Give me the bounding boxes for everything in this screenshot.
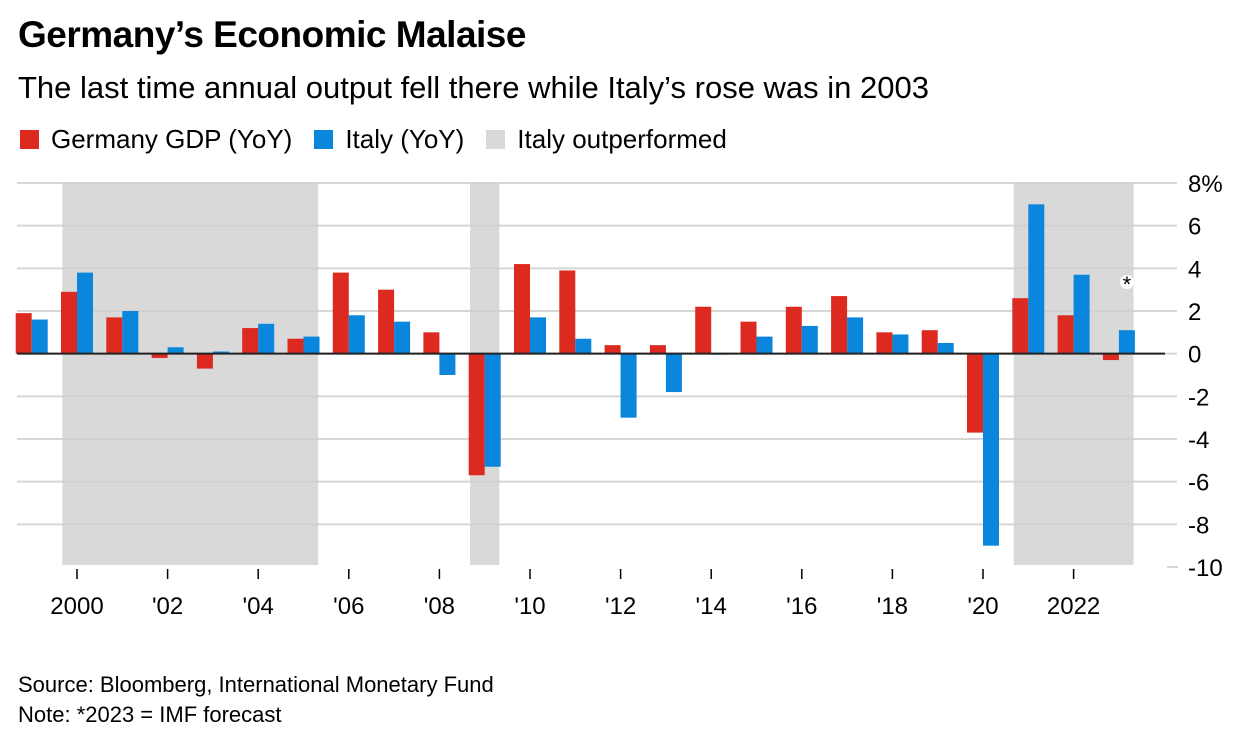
bar-italy: [258, 323, 275, 354]
legend-label-italy: Italy (YoY): [345, 124, 465, 154]
x-tick-label: '08: [424, 593, 455, 620]
bar-germany: [468, 353, 485, 476]
x-tick-label: '04: [243, 593, 274, 620]
x-tick-label: '02: [152, 593, 183, 620]
bar-italy: [212, 351, 229, 354]
bar-germany: [876, 332, 893, 354]
y-tick-label: -4: [1188, 427, 1209, 454]
x-tick-label: '12: [605, 593, 636, 620]
bar-germany: [921, 330, 938, 354]
bar-italy: [530, 317, 546, 354]
legend-swatch-outperformed: [486, 130, 506, 149]
bar-germany: [61, 291, 77, 354]
bar-italy: [167, 347, 184, 354]
y-axis: 8% 6 4 2 0 -2 -4 -6 -8 -10: [1188, 171, 1223, 582]
y-tick-label: 4: [1188, 256, 1201, 283]
bar-germany: [106, 317, 123, 354]
bar-italy: [31, 319, 48, 354]
bar-germany: [15, 313, 32, 354]
note-text: Note: *2023 = IMF forecast: [18, 702, 282, 727]
x-tick-label: '10: [514, 593, 545, 620]
bar-italy: [1118, 330, 1135, 354]
legend-label-germany: Germany GDP (YoY): [51, 124, 293, 154]
bar-italy: [122, 311, 139, 354]
shaded-region: [62, 183, 319, 565]
bar-germany: [1102, 353, 1119, 361]
bar-italy: [665, 353, 682, 393]
bar-germany: [423, 332, 440, 354]
bar-italy: [1028, 204, 1045, 354]
bar-italy: [394, 321, 411, 354]
bar-germany: [649, 345, 666, 354]
bar-italy: [575, 338, 592, 354]
source-text: Source: Bloomberg, International Monetar…: [18, 672, 494, 697]
x-tick-label: 2022: [1047, 593, 1100, 620]
x-tick-label: '16: [786, 593, 817, 620]
y-tick-label: -6: [1188, 470, 1209, 497]
x-tick-label: '20: [967, 593, 998, 620]
bar-italy: [484, 353, 501, 467]
y-tick-label: 8%: [1188, 171, 1223, 198]
bar-italy: [348, 315, 365, 354]
bar-germany: [378, 289, 395, 354]
bar-italy: [983, 353, 999, 546]
bar-italy: [620, 353, 637, 418]
annotations: *: [1119, 272, 1134, 297]
legend: Germany GDP (YoY) Italy (YoY) Italy outp…: [20, 124, 749, 155]
legend-swatch-germany: [20, 130, 39, 149]
bar-italy: [756, 336, 773, 354]
footer: Source: Bloomberg, International Monetar…: [18, 670, 494, 730]
chart-subtitle: The last time annual output fell there w…: [18, 70, 929, 105]
bar-germany: [287, 338, 304, 354]
bar-germany: [967, 353, 983, 433]
y-tick-label: 6: [1188, 214, 1201, 241]
bar-germany: [242, 328, 259, 354]
bar-germany: [196, 353, 213, 369]
x-axis: 2000 '02 '04 '06 '08 '10 '12 '14 '16 '18 '20 2022: [50, 569, 1100, 620]
x-tick-label: '18: [877, 593, 908, 620]
legend-item-germany: Germany GDP (YoY): [20, 124, 292, 155]
bars: [15, 204, 1135, 546]
bar-germany: [514, 264, 530, 354]
bar-italy: [892, 334, 909, 354]
y-tick-label: -8: [1188, 512, 1209, 539]
y-tick-label: -2: [1188, 384, 1209, 411]
bar-italy: [1073, 274, 1090, 354]
bar-germany: [695, 306, 712, 354]
legend-item-outperformed: Italy outperformed: [486, 124, 727, 155]
x-tick-label: '14: [696, 593, 727, 620]
bar-italy: [303, 336, 320, 354]
legend-label-outperformed: Italy outperformed: [517, 124, 727, 154]
annotation-bg: [1119, 275, 1134, 289]
bar-germany: [831, 296, 848, 354]
bar-italy: [847, 317, 864, 354]
x-tick-label: 2000: [50, 593, 103, 620]
y-tick-label: 0: [1188, 342, 1201, 369]
bar-germany: [559, 270, 576, 354]
legend-item-italy: Italy (YoY): [314, 124, 464, 155]
bar-germany: [1012, 298, 1029, 354]
x-tick-label: '06: [333, 593, 364, 620]
bar-germany: [1057, 315, 1074, 354]
bar-germany: [332, 272, 349, 354]
forecast-asterisk: *: [1123, 272, 1132, 297]
y-tick-label: -10: [1188, 555, 1223, 582]
bar-italy: [801, 325, 818, 354]
bar-germany: [604, 345, 621, 354]
bar-italy: [439, 353, 456, 375]
y-tick-label: 2: [1188, 299, 1201, 326]
bar-germany: [151, 353, 168, 358]
bar-germany: [740, 321, 757, 354]
bar-italy: [937, 343, 954, 354]
bar-germany: [785, 306, 802, 354]
bar-italy: [77, 272, 93, 354]
legend-swatch-italy: [314, 130, 334, 149]
chart-title: Germany’s Economic Malaise: [18, 14, 526, 55]
